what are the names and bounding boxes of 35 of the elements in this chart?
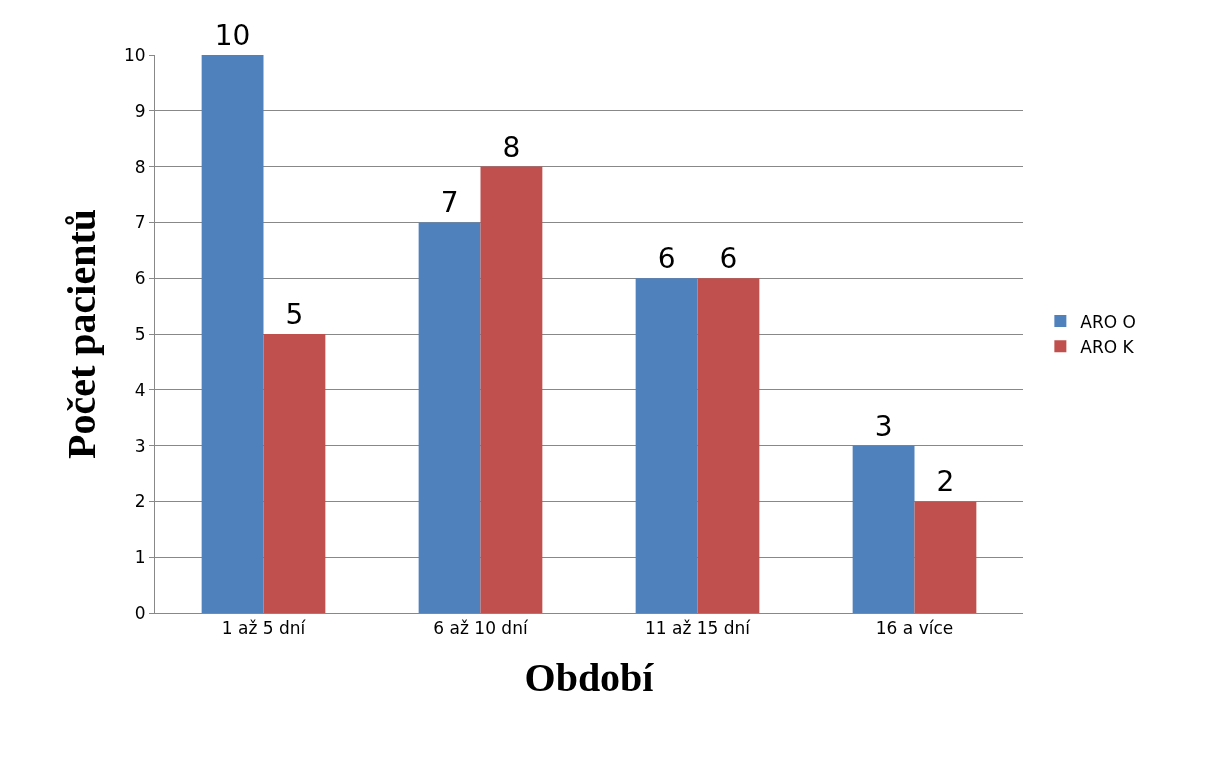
bar: [418, 222, 481, 613]
bar: [852, 445, 915, 613]
y-tick-label: 2: [134, 491, 146, 512]
y-tick-label: 0: [134, 602, 146, 623]
data-label: 10: [214, 19, 251, 52]
legend-label: ARO K: [1080, 336, 1135, 357]
x-tick-label: 11 až 15 dní: [644, 618, 752, 639]
data-label: 6: [657, 242, 676, 276]
y-tick-label: 4: [134, 379, 146, 400]
legend-label: ARO O: [1080, 311, 1136, 332]
data-label: 6: [719, 242, 738, 276]
y-tick-label: 9: [134, 100, 146, 121]
y-tick-label: 7: [134, 212, 146, 233]
bar: [635, 278, 698, 613]
bar: [480, 166, 543, 613]
data-label: 2: [936, 465, 955, 499]
data-label: 3: [874, 409, 893, 443]
y-tick-label: 3: [134, 435, 146, 456]
y-axis-title: Počet pacientů: [59, 209, 105, 459]
bar: [263, 334, 326, 613]
y-tick-label: 5: [134, 323, 146, 344]
x-tick-label: 1 až 5 dní: [221, 618, 307, 639]
x-tick-label: 6 až 10 dní: [433, 618, 529, 639]
data-label: 7: [440, 186, 459, 220]
data-label: 5: [285, 298, 304, 331]
y-tick-label: 1: [134, 547, 146, 568]
x-axis-title: Období: [524, 654, 655, 700]
data-label: 8: [502, 130, 521, 164]
y-tick-label: 10: [123, 44, 146, 65]
bar: [914, 501, 977, 613]
y-tick-label: 8: [134, 156, 146, 177]
y-tick-label: 6: [134, 268, 146, 289]
bar: [697, 278, 760, 613]
x-tick-label: 16 a více: [875, 618, 954, 639]
bar: [201, 55, 264, 613]
